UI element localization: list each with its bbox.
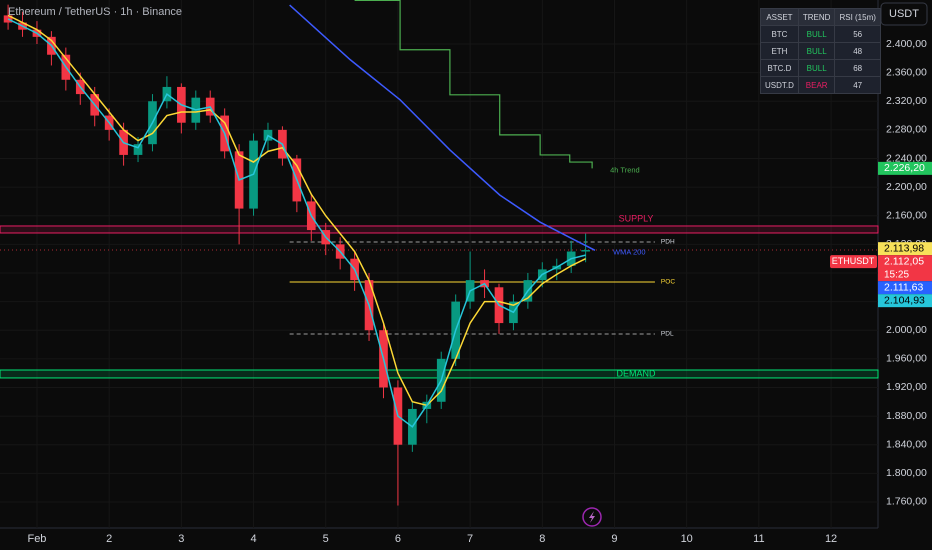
table-cell: 56: [834, 25, 881, 43]
x-tick-label: Feb: [27, 533, 46, 545]
y-tick-label: 2.360,00: [886, 66, 927, 78]
table-cell: BTC.D: [760, 59, 799, 77]
zone: [0, 225, 879, 234]
table-cell: BTC: [760, 25, 799, 43]
line-label: WMA 200: [613, 247, 646, 256]
x-tick-label: 7: [467, 533, 473, 545]
flash-icon[interactable]: [582, 507, 602, 527]
price-label-box: [878, 242, 932, 256]
x-tick-label: 5: [323, 533, 329, 545]
price-label-box: [878, 294, 932, 308]
symbol-box: [830, 255, 877, 269]
currency-button[interactable]: [880, 2, 928, 26]
table-row: BTC BULL 56: [760, 25, 881, 43]
price-label: 2.113,98: [884, 242, 924, 254]
x-tick-label: 12: [825, 533, 837, 545]
price-label-box: [878, 281, 932, 295]
level-label: POC: [661, 279, 675, 286]
y-tick-label: 2.280,00: [886, 124, 927, 136]
chart-title: Ethereum / TetherUS · 1h · Binance: [8, 6, 182, 18]
zone-label: DEMAND: [616, 368, 656, 378]
y-tick-label: 2.160,00: [886, 210, 927, 222]
table-cell: BULL: [797, 59, 836, 77]
table-header: ASSET TREND RSI (15m): [760, 8, 881, 26]
price-label: 2.226,20: [884, 162, 925, 174]
x-tick-label: 6: [395, 533, 401, 545]
grid: [0, 0, 878, 528]
y-tick-label: 1.760,00: [886, 496, 927, 508]
table-column-header: TREND: [797, 8, 836, 26]
table-column-header: ASSET: [760, 8, 799, 26]
x-tick-label: 11: [753, 533, 764, 545]
y-tick-label: 2.200,00: [886, 181, 927, 193]
table-row: BTC.D BULL 68: [760, 59, 881, 77]
level-label: PDL: [661, 331, 674, 338]
price-label: 2.111,63: [884, 281, 923, 293]
price-label-box: [878, 161, 932, 175]
candle-body: [581, 250, 590, 252]
lines: WMA 200 4h Trend: [7, 0, 646, 428]
level-label: PDH: [661, 239, 675, 246]
table-cell: 68: [834, 59, 881, 77]
y-tick-label: 2.000,00: [886, 324, 927, 336]
table-cell: 47: [834, 76, 881, 94]
y-tick-label: 2.400,00: [886, 38, 927, 50]
candle-body: [3, 15, 13, 23]
x-tick-label: 10: [681, 533, 693, 545]
y-tick-label: 1.840,00: [886, 438, 927, 450]
watch-table: ASSET TREND RSI (15m) BTC BULL 56 ETH BULL 48 BT…: [760, 8, 881, 94]
y-tick-label: 2.320,00: [886, 95, 927, 107]
price-label-box: [878, 255, 932, 282]
y-tick-label: 2.240,00: [886, 152, 927, 164]
price-label: 2.104,93: [884, 294, 925, 306]
x-tick-label: 8: [539, 533, 545, 545]
table-cell: BULL: [797, 25, 836, 43]
x-tick-label: 4: [250, 533, 256, 545]
currency[interactable]: USDT: [889, 8, 919, 20]
line-label: 4h Trend: [610, 165, 640, 174]
table-column-header: RSI (15m): [834, 8, 881, 26]
table-cell: 48: [834, 42, 881, 60]
axes: 1.760,00 1.800,00 1.840,00 1.880,00 1.920,00…: [27, 38, 932, 545]
line-series: [289, 4, 596, 252]
table-cell: BULL: [797, 42, 836, 60]
line-series: [7, 14, 586, 407]
y-tick-label: 1.800,00: [886, 467, 927, 479]
table-row: USDT.D BEAR 47: [760, 76, 881, 94]
table-cell: ETH: [760, 42, 799, 60]
y-tick-label: 1.880,00: [886, 410, 927, 422]
x-tick-label: 2: [106, 533, 112, 545]
table-cell: BEAR: [797, 76, 836, 94]
y-tick-label: 1.960,00: [886, 353, 927, 365]
candle-body: [133, 144, 143, 155]
countdown: 15:25: [884, 269, 909, 280]
x-tick-label: 3: [178, 533, 184, 545]
table-row: ETH BULL 48: [760, 42, 881, 60]
table-cell: USDT.D: [760, 76, 799, 94]
symbol-label: ETHUSDT: [832, 256, 875, 266]
flash-bolt: [589, 511, 595, 523]
zone-label: SUPPLY: [619, 213, 654, 223]
line-series: [7, 18, 586, 428]
x-tick-label: 9: [611, 533, 617, 545]
line-series: [354, 0, 593, 169]
price-label: 2.112,05: [884, 255, 924, 267]
table-body: BTC BULL 56 ETH BULL 48 BTC.D BULL 68 USDT.D BEAR 4…: [760, 25, 881, 94]
y-tick-label: 1.920,00: [886, 381, 927, 393]
